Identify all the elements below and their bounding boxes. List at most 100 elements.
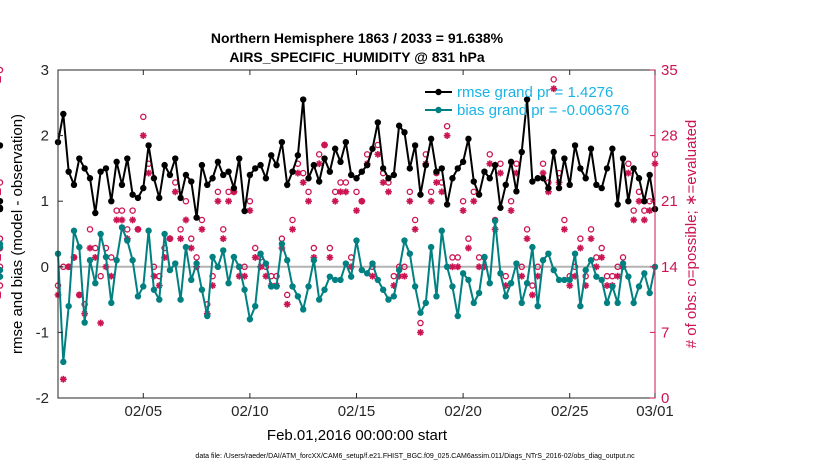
obs-possible-marker	[598, 244, 605, 252]
rmse-point	[337, 158, 344, 166]
bias-point	[502, 293, 509, 300]
rmse-point	[305, 175, 312, 182]
obs-possible-marker	[118, 207, 126, 214]
rmse-point	[433, 168, 440, 175]
rmse-point	[92, 209, 99, 217]
bias-point	[140, 283, 147, 290]
rmse-point	[129, 191, 136, 198]
obs-evaluated-marker	[283, 300, 291, 308]
rmse-point	[363, 161, 371, 169]
bias-point	[236, 263, 243, 270]
bias-point	[246, 316, 254, 323]
obs-possible-marker	[124, 226, 131, 233]
obs-possible-marker	[625, 160, 632, 167]
rmse-point	[214, 158, 222, 166]
obs-possible-marker	[523, 226, 531, 233]
obs-possible-marker	[193, 254, 200, 261]
rmse-point	[161, 161, 168, 169]
obs-possible-marker	[0, 235, 4, 242]
rmse-point	[182, 171, 190, 179]
obs-possible-marker	[198, 216, 206, 224]
rmse-point	[502, 181, 509, 188]
obs-evaluated-marker	[507, 207, 515, 214]
obs-evaluated-marker	[385, 188, 392, 196]
bias-point	[438, 227, 445, 234]
rmse-point	[443, 201, 451, 208]
data-file-footnote: data file: /Users/raeder/DAI/ATM_forcXX/…	[195, 453, 635, 460]
rmse-point	[310, 161, 318, 169]
y-tick-label: -1	[36, 324, 49, 341]
series-lines	[0, 96, 659, 366]
rmse-point	[491, 161, 499, 169]
obs-possible-marker	[326, 244, 334, 252]
rmse-point	[422, 161, 429, 169]
bias-point	[188, 276, 195, 284]
rmse-point	[321, 155, 328, 162]
bias-point	[102, 253, 110, 261]
y-axis-label-right: # of obs: o=possible; ∗=evaluated	[683, 120, 700, 349]
bias-point	[577, 302, 584, 310]
obs-evaluated-marker	[587, 235, 595, 243]
obs-evaluated-marker	[369, 272, 376, 280]
bias-point	[385, 296, 392, 303]
bias-point	[273, 283, 280, 290]
obs-evaluated-marker	[326, 254, 334, 261]
rmse-legend-marker	[435, 88, 442, 96]
rmse-point	[0, 142, 4, 149]
obs-evaluated-marker	[129, 216, 137, 224]
rmse-point	[374, 119, 382, 126]
obs-evaluated-marker	[305, 197, 312, 205]
bias-point	[609, 283, 616, 290]
bias-point	[571, 250, 579, 257]
obs-evaluated-marker	[75, 291, 83, 299]
obs-evaluated-marker	[646, 207, 654, 214]
bias-point	[555, 276, 563, 284]
rmse-point	[278, 138, 286, 146]
bias-point	[262, 260, 270, 267]
rmse-point	[118, 181, 126, 188]
bias-point	[76, 243, 83, 251]
bias-point	[230, 253, 238, 261]
rmse-point	[507, 158, 515, 166]
rmse-point	[284, 181, 291, 188]
obs-evaluated-marker	[198, 225, 206, 233]
rmse-point	[369, 145, 376, 152]
obs-possible-marker	[443, 122, 451, 130]
rmse-point	[630, 165, 637, 172]
bias-point	[635, 283, 643, 290]
bias-point	[518, 299, 525, 307]
bias-point	[614, 299, 621, 307]
obs-possible-marker	[411, 216, 419, 224]
obs-evaluated-marker	[342, 188, 350, 196]
rmse-point	[646, 171, 653, 179]
obs-evaluated-marker	[118, 216, 126, 224]
bias-point	[156, 296, 163, 303]
bias-point	[593, 273, 600, 280]
rmse-point	[641, 198, 648, 205]
y-tick-label: 3	[41, 62, 49, 79]
bias-point	[134, 293, 142, 300]
bias-point	[337, 276, 344, 284]
rmse-point	[86, 175, 94, 182]
bias-point	[395, 266, 403, 274]
rmse-point	[81, 165, 88, 172]
obs-possible-marker	[310, 244, 318, 252]
bias-point	[161, 230, 168, 238]
rmse-point	[582, 175, 589, 182]
rmse-point	[539, 175, 547, 182]
bias-point	[470, 299, 477, 307]
obs-evaluated-marker	[624, 169, 632, 177]
bias-point	[550, 266, 557, 274]
obs-possible-marker	[0, 263, 4, 271]
rmse-point	[411, 142, 419, 149]
obs-evaluated-marker	[529, 291, 536, 299]
bias-point	[92, 280, 99, 287]
rmse-point	[454, 165, 461, 172]
obs-possible-marker	[417, 319, 424, 327]
bias-point	[374, 276, 382, 284]
obs-evaluated-marker	[358, 197, 366, 205]
rmse-point	[257, 161, 264, 169]
rmse-point	[459, 158, 467, 166]
bias-point	[310, 257, 318, 264]
rmse-point	[97, 168, 104, 175]
